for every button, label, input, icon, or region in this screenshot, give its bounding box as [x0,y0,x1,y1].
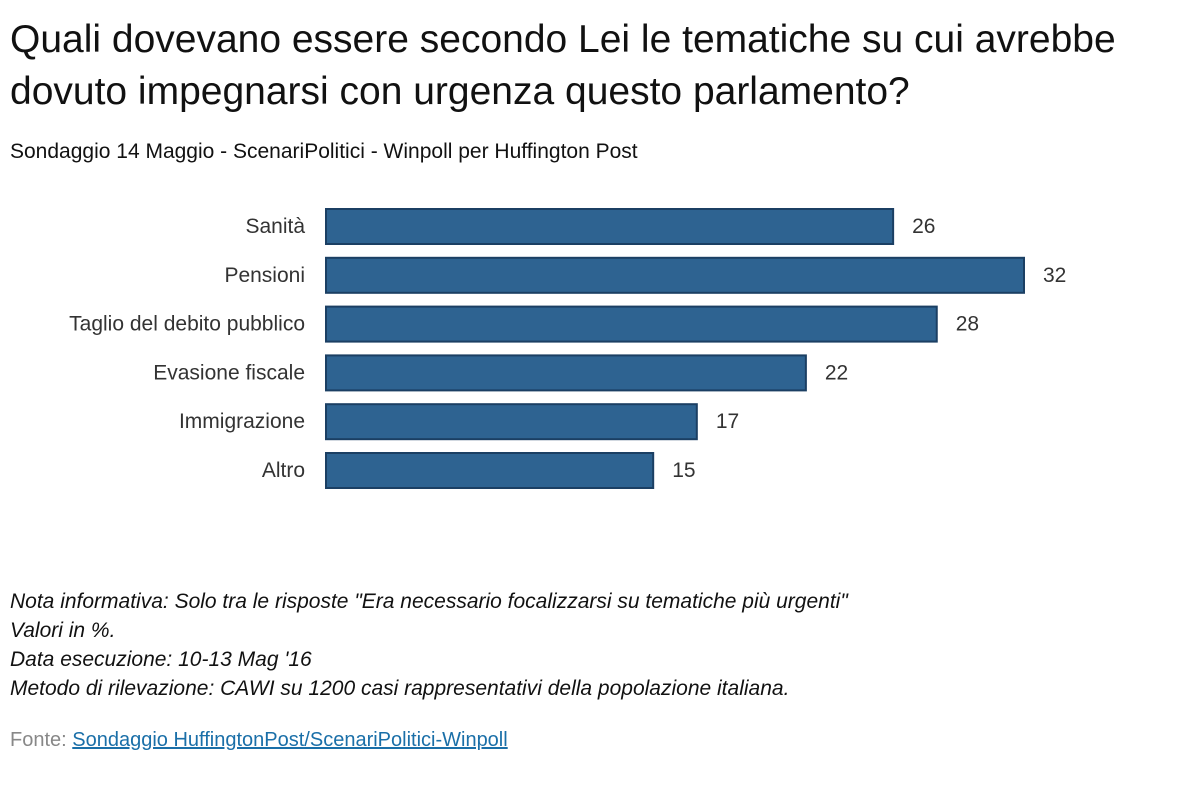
note-line: Data esecuzione: 10-13 Mag '16 [10,648,312,671]
category-label: Altro [262,459,305,482]
note-line: Metodo di rilevazione: CAWI su 1200 casi… [10,677,790,700]
bar [325,208,895,245]
note-line: Valori in %. [10,619,116,642]
note-line: Nota informativa: Solo tra le risposte "… [10,590,848,613]
value-label: 26 [912,215,935,238]
notes-block: Nota informativa: Solo tra le risposte "… [10,587,848,703]
bar [325,305,938,343]
value-label: 17 [716,410,739,433]
bar [325,354,807,392]
value-label: 32 [1043,264,1066,287]
source-line: Fonte: Sondaggio HuffingtonPost/ScenariP… [10,726,508,754]
value-label: 15 [672,459,695,482]
source-link[interactable]: Sondaggio HuffingtonPost/ScenariPolitici… [72,729,508,751]
chart-subtitle: Sondaggio 14 Maggio - ScenariPolitici - … [10,140,638,163]
source-label: Fonte: [10,729,67,751]
bar [325,256,1025,294]
category-label: Sanità [245,215,305,238]
category-label: Pensioni [224,264,305,287]
category-label: Immigrazione [179,410,305,433]
value-label: 22 [825,361,848,384]
category-label: Taglio del debito pubblico [69,313,305,336]
chart-title: Quali dovevano essere secondo Lei le tem… [10,18,1116,113]
bar [325,452,655,489]
bar [325,403,698,441]
value-label: 28 [956,313,979,336]
category-label: Evasione fiscale [153,361,305,384]
bar-chart: Sanità 26 Pensioni 32 Taglio del debito pubb… [69,208,1066,489]
